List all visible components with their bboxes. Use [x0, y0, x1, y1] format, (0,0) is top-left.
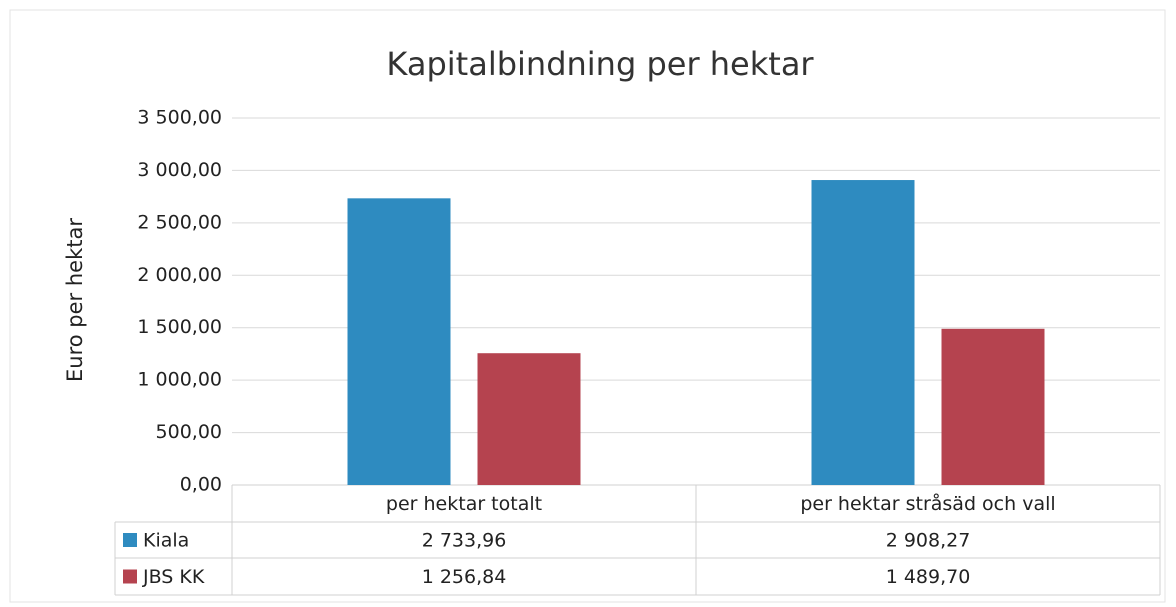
table-value: 2 908,27	[886, 530, 971, 552]
table-value: 2 733,96	[422, 530, 507, 552]
legend-swatch	[123, 533, 137, 547]
y-tick-label: 2 500,00	[137, 211, 222, 233]
y-tick-label: 3 500,00	[137, 107, 222, 129]
y-axis-label: Euro per hektar	[63, 218, 87, 382]
legend-label: JBS KK	[142, 566, 205, 588]
x-tick-label: per hektar totalt	[386, 493, 542, 515]
y-tick-label: 2 000,00	[137, 264, 222, 286]
y-tick-label: 0,00	[180, 474, 222, 496]
table-value: 1 256,84	[422, 566, 507, 588]
y-tick-label: 1 000,00	[137, 369, 222, 391]
chart-title: Kapitalbindning per hektar	[386, 45, 814, 83]
bar	[811, 180, 915, 485]
y-tick-label: 1 500,00	[137, 316, 222, 338]
x-tick-label: per hektar stråsäd och vall	[800, 492, 1055, 515]
bar	[347, 198, 451, 485]
legend-label: Kiala	[143, 530, 189, 552]
bar	[477, 353, 581, 485]
bar	[941, 328, 1045, 485]
y-tick-label: 3 000,00	[137, 159, 222, 181]
y-tick-label: 500,00	[156, 421, 222, 443]
chart-border	[9, 9, 1166, 603]
legend-swatch	[123, 569, 137, 584]
table-value: 1 489,70	[886, 566, 971, 588]
